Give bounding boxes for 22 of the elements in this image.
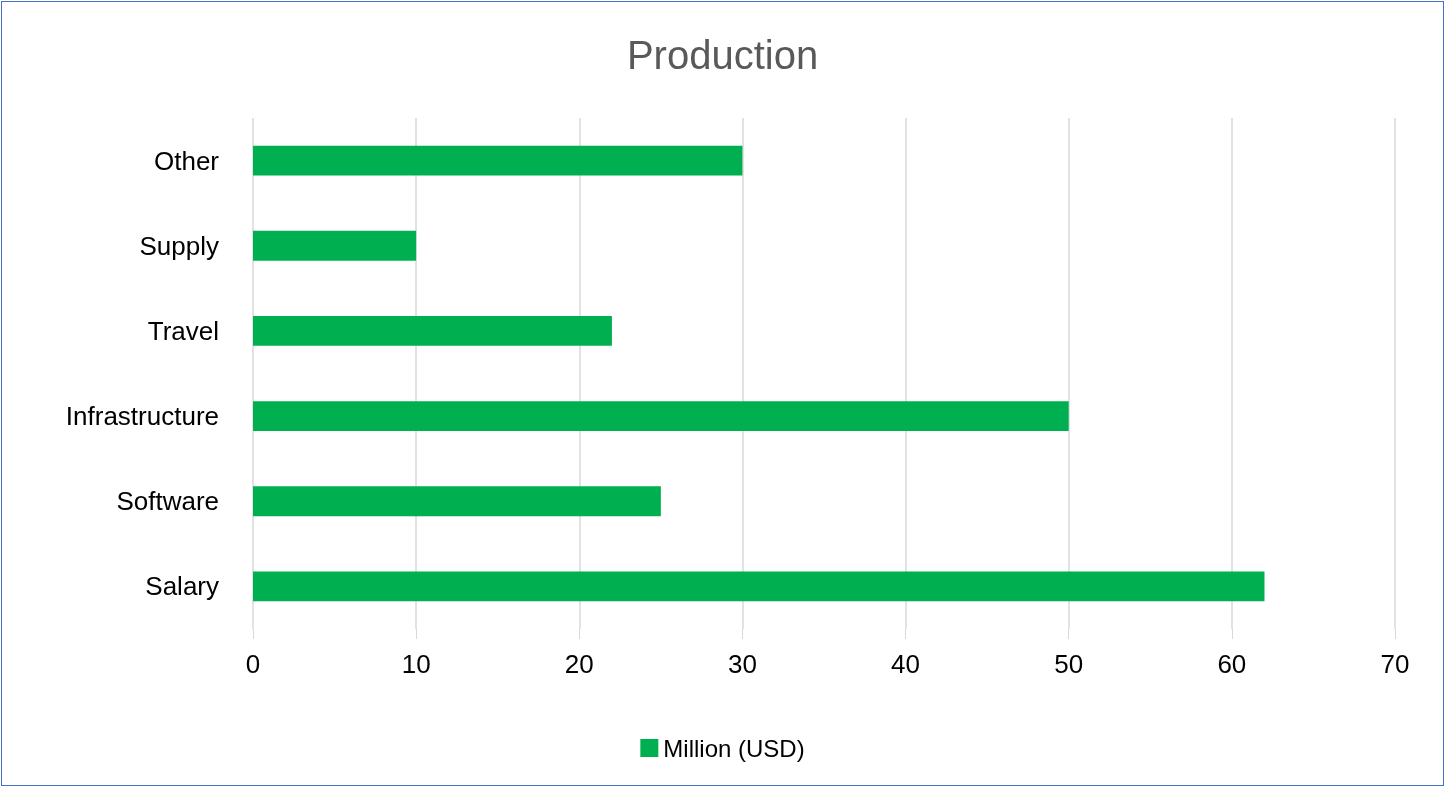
y-tick-label: Travel: [147, 315, 219, 346]
bar: [253, 145, 743, 176]
x-tick-label: 50: [1054, 649, 1084, 679]
bar: [253, 401, 1069, 431]
y-tick-label: Software: [116, 486, 219, 517]
bar: [253, 571, 1265, 602]
x-tick-label: 30: [727, 649, 757, 679]
bar: [253, 316, 612, 346]
legend-label: Million (USD): [663, 734, 805, 762]
x-tick-label: 60: [1217, 649, 1247, 679]
x-tick-label: 70: [1380, 649, 1410, 679]
chart-title: Production: [626, 33, 819, 77]
x-tick-label: 40: [891, 649, 921, 679]
x-tick-label: 20: [564, 649, 594, 679]
x-tick-label: 0: [245, 649, 261, 679]
y-tick-label: Other: [153, 145, 220, 176]
bar: [253, 486, 661, 517]
y-tick-label: Supply: [139, 230, 219, 261]
y-tick-label: Salary: [145, 571, 219, 602]
x-tick-label: 10: [401, 649, 431, 679]
y-tick-label: Infrastructure: [65, 401, 219, 432]
bar: [253, 230, 417, 261]
